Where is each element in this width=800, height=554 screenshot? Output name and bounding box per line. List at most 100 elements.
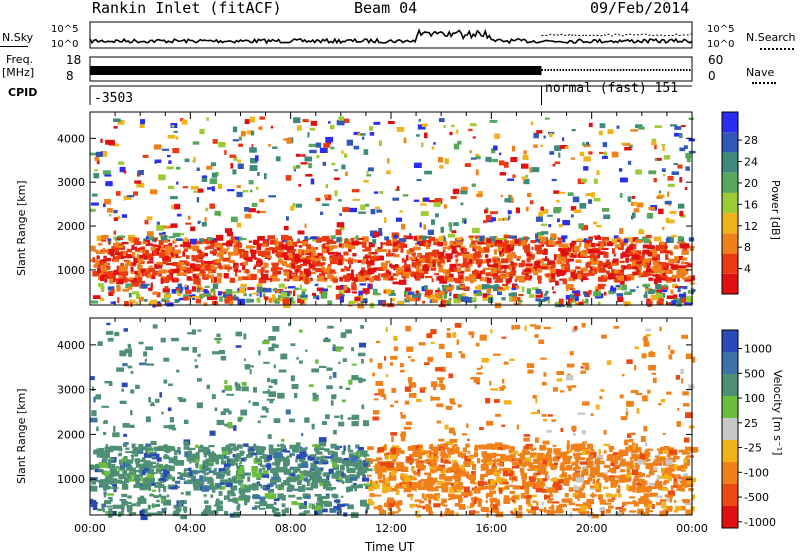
echo-cell — [618, 484, 621, 489]
echo-cell — [267, 483, 274, 487]
echo-cell — [390, 454, 396, 459]
echo-cell — [362, 236, 369, 243]
echo-cell — [437, 241, 444, 247]
echo-cell — [452, 474, 456, 480]
echo-cell — [173, 249, 181, 252]
echo-cell — [133, 257, 138, 264]
echo-cell — [104, 500, 112, 505]
echo-cell — [327, 450, 334, 453]
echo-cell — [505, 481, 509, 488]
echo-cell — [398, 279, 407, 285]
echo-cell — [397, 267, 403, 273]
echo-cell — [504, 240, 510, 244]
echo-cell — [122, 363, 128, 367]
echo-cell — [401, 483, 409, 488]
echo-cell — [691, 275, 695, 281]
echo-cell — [165, 245, 173, 252]
echo-cell — [224, 423, 228, 427]
echo-cell — [409, 256, 416, 261]
echo-cell — [227, 247, 230, 250]
echo-cell — [184, 468, 192, 472]
echo-cell — [281, 438, 285, 442]
echo-cell — [256, 449, 264, 456]
echo-cell — [374, 256, 379, 260]
echo-cell — [571, 328, 577, 333]
echo-cell — [113, 470, 116, 476]
echo-cell — [276, 289, 280, 294]
echo-cell — [685, 509, 692, 516]
echo-cell — [334, 445, 340, 451]
echo-cell — [648, 206, 656, 210]
echo-cell — [449, 225, 452, 232]
echo-cell — [382, 265, 388, 271]
echo-cell — [187, 447, 196, 450]
echo-cell — [165, 294, 171, 298]
echo-cell — [499, 172, 507, 176]
echo-cell — [636, 202, 644, 208]
echo-cell — [111, 288, 115, 294]
echo-cell — [192, 141, 200, 145]
echo-cell — [625, 257, 629, 263]
echo-cell — [353, 259, 358, 263]
echo-cell — [648, 170, 657, 175]
echo-cell — [456, 252, 463, 256]
echo-cell — [394, 264, 399, 268]
echo-cell — [97, 267, 101, 274]
echo-cell — [596, 225, 602, 228]
echo-cell — [576, 270, 584, 274]
echo-cell — [595, 404, 600, 410]
echo-cell — [225, 482, 233, 488]
echo-cell — [309, 475, 318, 481]
echo-cell — [437, 444, 440, 447]
echo-cell — [445, 275, 448, 281]
echo-cell — [373, 288, 378, 295]
echo-cell — [530, 506, 539, 511]
echo-cell — [121, 255, 125, 259]
echo-cell — [574, 296, 579, 302]
echo-cell — [351, 189, 360, 193]
echo-cell — [683, 458, 687, 464]
echo-cell — [365, 203, 370, 207]
echo-cell — [669, 124, 678, 127]
echo-cell — [340, 332, 347, 338]
echo-cell — [343, 288, 351, 293]
echo-cell — [459, 285, 465, 289]
echo-cell — [142, 241, 148, 245]
echo-cell — [455, 474, 461, 480]
echo-cell — [588, 199, 593, 204]
echo-cell — [686, 276, 692, 279]
echo-cell — [645, 234, 652, 239]
echo-cell — [401, 257, 405, 263]
echo-cell — [115, 466, 119, 469]
echo-cell — [451, 245, 457, 251]
echo-cell — [160, 276, 165, 280]
echo-cell — [343, 457, 349, 461]
echo-cell — [561, 467, 569, 471]
echo-cell — [315, 451, 323, 455]
echo-cell — [666, 454, 671, 458]
echo-cell — [397, 500, 403, 506]
echo-cell — [113, 276, 116, 282]
echo-cell — [417, 484, 425, 490]
echo-cell — [677, 478, 683, 482]
echo-cell — [105, 463, 112, 469]
echo-cell — [388, 466, 395, 471]
echo-cell — [450, 450, 455, 455]
echo-cell — [256, 297, 261, 303]
echo-cell — [190, 186, 199, 190]
echo-cell — [437, 287, 441, 292]
echo-cell — [632, 265, 638, 270]
echo-cell — [493, 275, 501, 280]
echo-cell — [263, 262, 269, 268]
echo-cell — [471, 332, 474, 339]
echo-cell — [309, 468, 316, 472]
echo-cell — [167, 474, 171, 479]
echo-cell — [671, 234, 677, 238]
echo-cell — [669, 498, 673, 503]
echo-cell — [392, 248, 398, 253]
echo-cell — [210, 243, 215, 246]
echo-cell — [339, 226, 345, 231]
echo-cell — [120, 505, 125, 510]
echo-cell — [269, 247, 274, 251]
echo-cell — [358, 290, 363, 297]
